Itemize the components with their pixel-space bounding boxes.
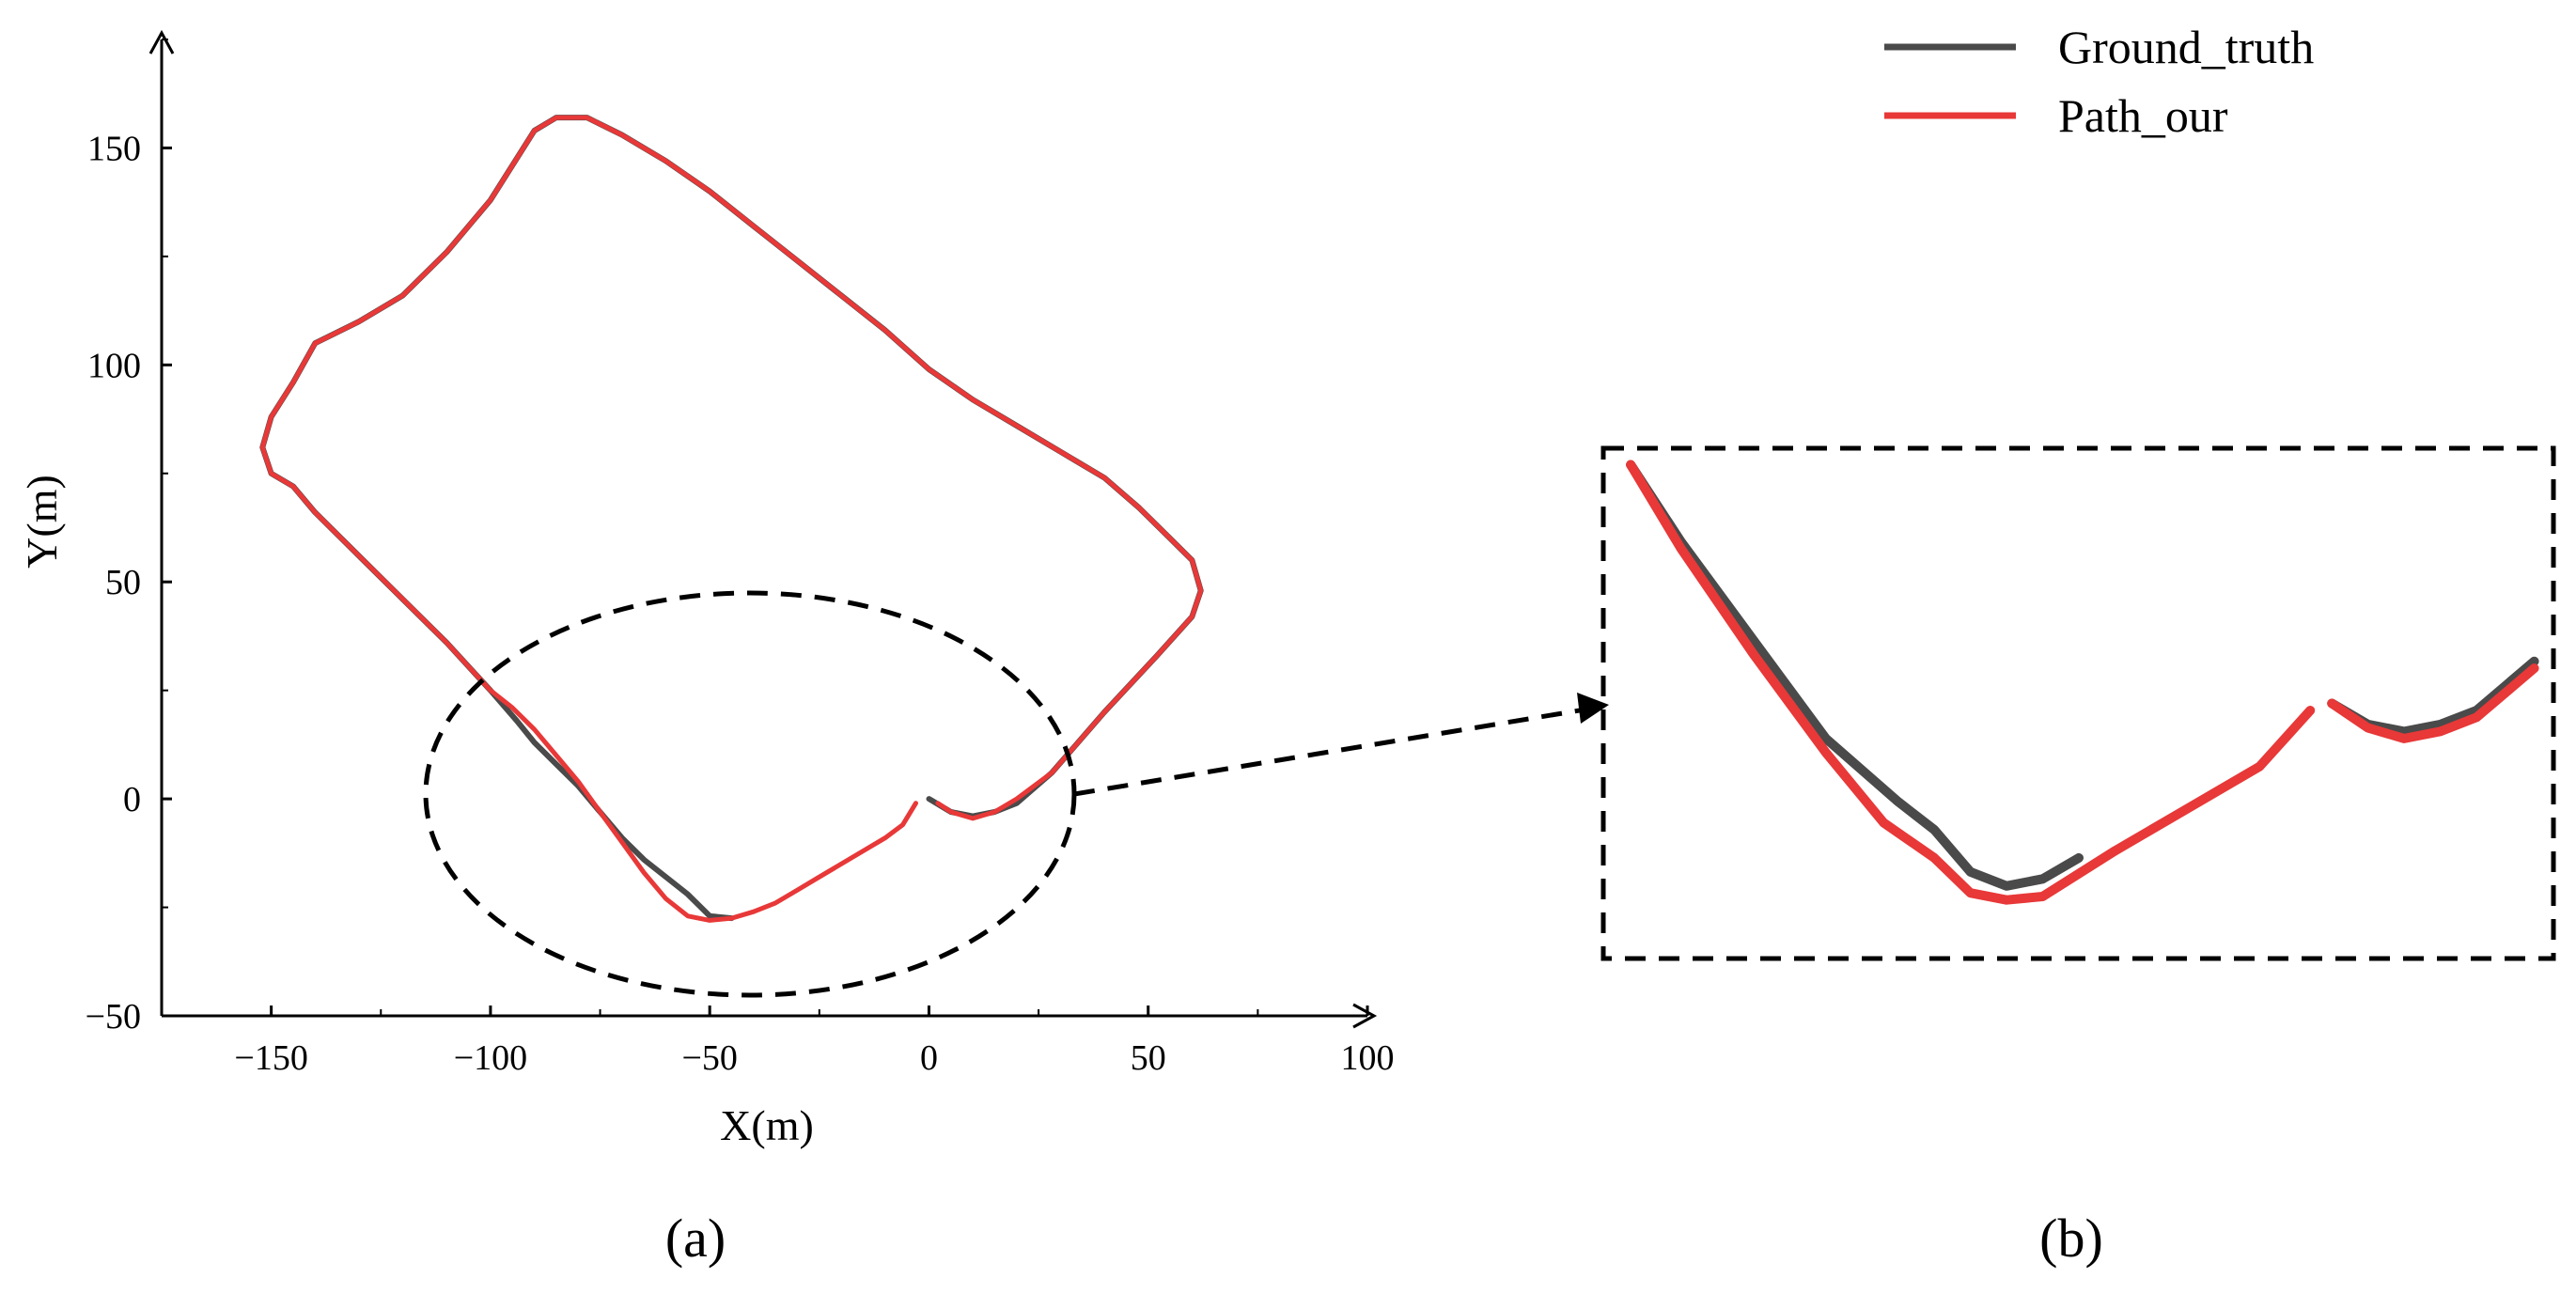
y-tick-label: 150 — [87, 129, 141, 168]
panel-b-label: (b) — [2039, 1208, 2103, 1269]
legend-label-ground-truth: Ground_truth — [2058, 21, 2314, 73]
x-tick-label: 50 — [1131, 1038, 1166, 1078]
zoom-arrow-head — [1577, 693, 1609, 724]
y-ticks: −50 0 50 100 150 — [86, 39, 172, 1037]
y-tick-label: 50 — [105, 563, 141, 602]
y-tick-label: 0 — [123, 780, 141, 819]
zoom-series-line-ground-truth-a — [1626, 460, 2084, 891]
series-line-path-our — [259, 115, 1204, 923]
x-tick-label: 100 — [1341, 1038, 1395, 1078]
x-tick-label: −50 — [681, 1038, 737, 1078]
y-tick-label: 100 — [87, 346, 141, 385]
zoom-region-ellipse — [423, 590, 1077, 998]
x-axis-title: X(m) — [720, 1101, 814, 1149]
panel-a-plot: −150 −100 −50 0 50 100 −50 0 50 100 150 X(m) Y(m) — [18, 29, 1395, 1149]
y-tick-label: −50 — [86, 997, 141, 1037]
x-ticks: −150 −100 −50 0 50 100 — [161, 1006, 1395, 1078]
panel-a-series — [259, 115, 1204, 923]
x-tick-label: 0 — [920, 1038, 938, 1078]
x-axis-arrow — [1352, 1003, 1378, 1029]
series-line-ground-truth — [259, 115, 1204, 922]
zoom-series-line-path-our-a — [1626, 460, 2316, 905]
panel-b-series — [1626, 460, 2539, 905]
y-axis-title: Y(m) — [18, 475, 66, 569]
x-tick-label: −100 — [454, 1038, 527, 1078]
legend-label-path-our: Path_our — [2058, 89, 2228, 142]
zoom-frame — [1600, 445, 2556, 961]
zoom-series-line-path-our-b — [2327, 663, 2539, 743]
legend: Ground_truth Path_our — [1884, 21, 2314, 142]
panel-b-zoom — [1600, 445, 2556, 961]
x-tick-label: −150 — [234, 1038, 307, 1078]
y-axis-arrow — [148, 29, 175, 55]
panel-a-label: (a) — [665, 1208, 726, 1269]
zoom-arrow — [1073, 703, 1604, 797]
